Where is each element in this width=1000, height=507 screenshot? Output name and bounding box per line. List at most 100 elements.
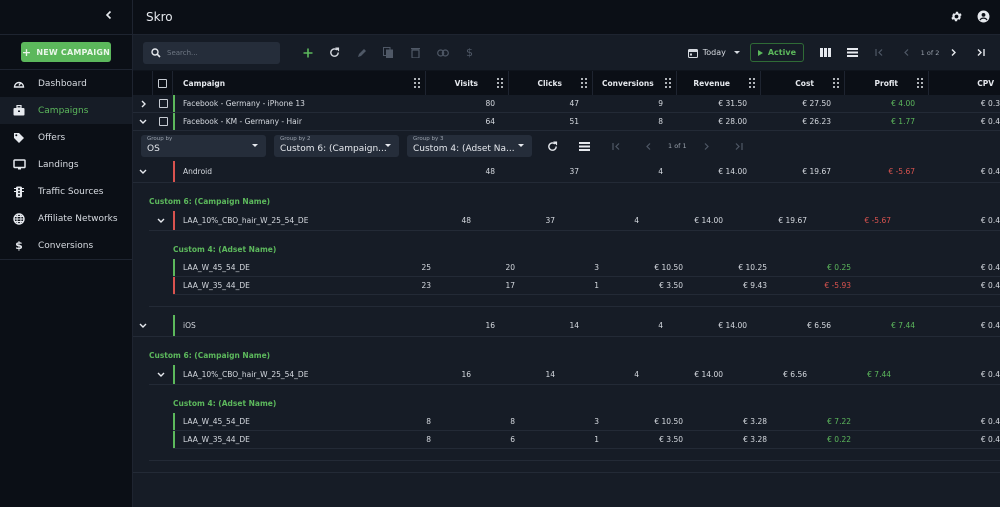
clicks-cell: 20 <box>505 263 515 272</box>
drilldown-row-level1[interactable]: iOS 16 14 4 € 14.00 € 6.56 € 7.44 € 0.4 <box>133 315 1000 337</box>
drilldown-last-page-icon[interactable] <box>727 135 751 157</box>
campaign-name[interactable]: Facebook - Germany - iPhone 13 <box>173 95 426 112</box>
settings-gear-icon[interactable] <box>950 8 963 27</box>
drag-handle-icon[interactable] <box>833 78 839 88</box>
drilldown-row-level3[interactable]: LAA_W_45_54_DE 25 20 3 € 10.50 € 10.25 €… <box>173 259 1000 277</box>
drag-handle-icon[interactable] <box>917 78 923 88</box>
drilldown-row-level1[interactable]: Android 48 37 4 € 14.00 € 19.67 € -5.67 … <box>133 161 1000 183</box>
group-name: Android <box>173 161 426 182</box>
revenue-cell: € 14.00 <box>694 370 723 379</box>
campaign-name[interactable]: Facebook - KM - Germany - Hair <box>173 113 426 130</box>
col-cost[interactable]: Cost <box>761 71 845 95</box>
sidebar-nav: Dashboard Campaigns Offers Landings Traf… <box>0 70 132 259</box>
sidebar-item-label: Affiliate Networks <box>38 213 118 224</box>
link-icon[interactable] <box>429 42 456 64</box>
sidebar-item-affiliate-networks[interactable]: Affiliate Networks <box>0 205 132 232</box>
refresh-icon[interactable] <box>321 42 348 64</box>
select-all-checkbox[interactable] <box>158 78 167 88</box>
columns-icon[interactable] <box>812 43 839 63</box>
row-checkbox[interactable] <box>158 117 168 126</box>
search-box[interactable] <box>143 41 280 64</box>
col-conversions[interactable]: Conversions <box>593 71 677 95</box>
drilldown-first-page-icon[interactable] <box>604 135 628 157</box>
sidebar: + NEW CAMPAIGN Dashboard Campaigns Offer… <box>0 0 133 507</box>
sidebar-item-label: Campaigns <box>38 105 89 116</box>
row-checkbox[interactable] <box>158 99 168 108</box>
expand-col-header <box>133 71 153 95</box>
clicks-cell: 14 <box>569 321 579 330</box>
sidebar-item-conversions[interactable]: $ Conversions <box>0 232 132 259</box>
collapse-chevron-down-icon[interactable] <box>133 161 153 182</box>
new-campaign-wrap: + NEW CAMPAIGN <box>0 35 132 70</box>
chevron-down-icon <box>385 144 391 147</box>
cpv-cell: € 0.4 <box>980 281 1000 290</box>
cost-cell: € 6.56 <box>807 321 831 330</box>
sidebar-item-landings[interactable]: Landings <box>0 151 132 178</box>
cpv-cell: € 0.4 <box>980 321 1000 330</box>
visits-cell: 16 <box>461 370 471 379</box>
profit-cell: € 4.00 <box>891 99 915 108</box>
sidebar-item-dashboard[interactable]: Dashboard <box>0 70 132 97</box>
drag-handle-icon[interactable] <box>749 78 755 88</box>
delete-trash-icon[interactable] <box>402 42 429 64</box>
drag-handle-icon[interactable] <box>414 78 420 88</box>
new-campaign-button[interactable]: + NEW CAMPAIGN <box>21 42 111 62</box>
col-clicks[interactable]: Clicks <box>509 71 593 95</box>
edit-pencil-icon[interactable] <box>348 42 375 64</box>
sidebar-item-campaigns[interactable]: Campaigns <box>0 97 132 124</box>
drag-handle-icon[interactable] <box>581 78 587 88</box>
drilldown-list-icon[interactable] <box>572 135 596 157</box>
col-profit[interactable]: Profit <box>845 71 929 95</box>
expand-chevron-right-icon[interactable] <box>133 95 153 112</box>
first-page-icon[interactable] <box>866 43 893 63</box>
sidebar-item-offers[interactable]: Offers <box>0 124 132 151</box>
cost-cell: € 9.43 <box>743 281 767 290</box>
col-visits[interactable]: Visits <box>426 71 509 95</box>
profit-cell: € 0.22 <box>827 435 851 444</box>
drilldown-refresh-icon[interactable] <box>540 135 564 157</box>
last-page-icon[interactable] <box>967 43 994 63</box>
leaf-name: LAA_W_45_54_DE <box>173 413 426 430</box>
col-campaign[interactable]: Campaign <box>173 71 426 95</box>
collapse-chevron-down-icon[interactable] <box>149 211 173 230</box>
action-icons: $ <box>294 42 483 64</box>
date-range-select[interactable]: Today <box>687 48 740 58</box>
add-icon[interactable] <box>294 42 321 64</box>
prev-page-icon[interactable] <box>893 43 920 63</box>
collapse-chevron-down-icon[interactable] <box>149 365 173 384</box>
col-revenue[interactable]: Revenue <box>677 71 761 95</box>
cost-cell: € 26.23 <box>802 117 831 126</box>
search-input[interactable] <box>167 48 267 57</box>
drilldown-prev-page-icon[interactable] <box>636 135 660 157</box>
clicks-cell: 37 <box>569 167 579 176</box>
table-row[interactable]: Facebook - KM - Germany - Hair 64 51 8 €… <box>133 113 1000 131</box>
chevron-down-icon <box>252 144 258 147</box>
status-filter-button[interactable]: Active <box>749 43 804 62</box>
drag-handle-icon[interactable] <box>497 78 503 88</box>
dollar-cost-icon[interactable]: $ <box>466 46 473 59</box>
date-range-value: Today <box>702 48 726 57</box>
drilldown-row-level3[interactable]: LAA_W_45_54_DE 8 8 3 € 10.50 € 3.28 € 7.… <box>173 413 1000 431</box>
group-by-3-select[interactable]: Group by 3 Custom 4: (Adset Na... <box>407 135 532 157</box>
account-icon[interactable] <box>977 8 990 27</box>
group-by-2-select[interactable]: Group by 2 Custom 6: (Campaign... <box>274 135 399 157</box>
next-page-icon[interactable] <box>940 43 967 63</box>
drilldown-row-level2[interactable]: LAA_10%_CBO_hair_W_25_54_DE 16 14 4 € 14… <box>149 365 1000 385</box>
col-cpv[interactable]: CPV <box>929 71 1000 95</box>
cost-cell: € 3.28 <box>743 417 767 426</box>
duplicate-icon[interactable] <box>375 42 402 64</box>
drilldown-next-page-icon[interactable] <box>695 135 719 157</box>
collapse-chevron-down-icon[interactable] <box>133 113 153 130</box>
drilldown-row-level3[interactable]: LAA_W_35_44_DE 8 6 1 € 3.50 € 3.28 € 0.2… <box>173 431 1000 449</box>
drilldown-row-level2[interactable]: LAA_10%_CBO_hair_W_25_54_DE 48 37 4 € 14… <box>149 211 1000 231</box>
group-by-2-label: Group by 2 <box>280 136 311 142</box>
group-by-1-select[interactable]: Group by OS <box>141 135 266 157</box>
collapse-sidebar-icon[interactable] <box>102 10 116 24</box>
list-view-icon[interactable] <box>839 43 866 63</box>
collapse-chevron-down-icon[interactable] <box>133 315 153 336</box>
drag-handle-icon[interactable] <box>665 78 671 88</box>
table-row[interactable]: Facebook - Germany - iPhone 13 80 47 9 €… <box>133 95 1000 113</box>
drilldown-row-level3[interactable]: LAA_W_35_44_DE 23 17 1 € 3.50 € 9.43 € -… <box>173 277 1000 295</box>
sidebar-item-traffic-sources[interactable]: Traffic Sources <box>0 178 132 205</box>
revenue-cell: € 14.00 <box>694 216 723 225</box>
